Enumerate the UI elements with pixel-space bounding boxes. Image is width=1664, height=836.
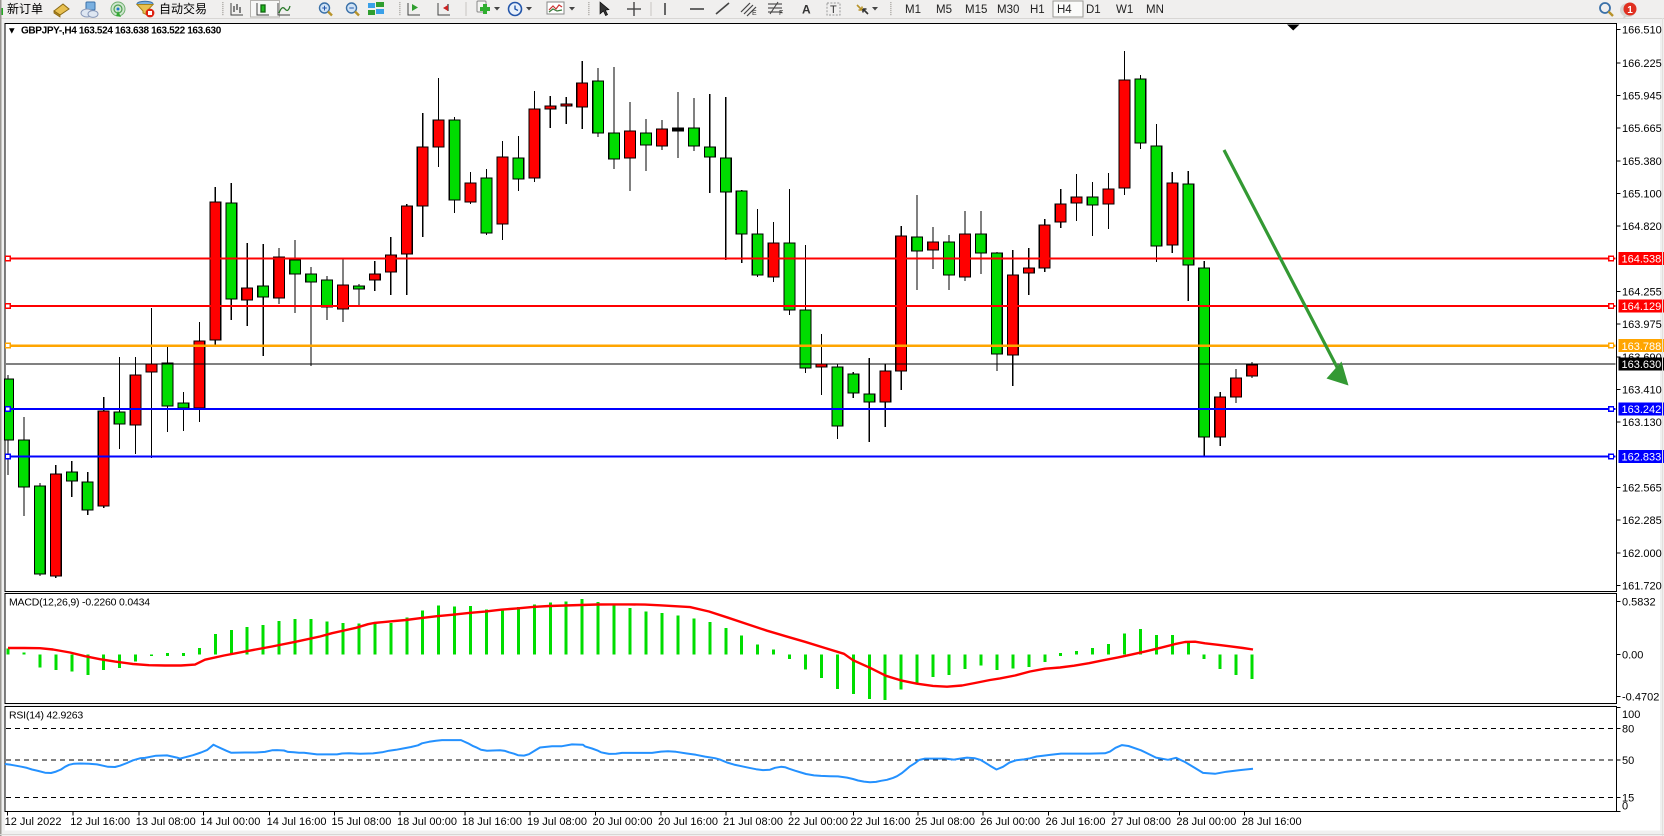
svg-text:162.833: 162.833	[1622, 452, 1662, 464]
svg-text:19 Jul 08:00: 19 Jul 08:00	[527, 816, 587, 828]
svg-text:26 Jul 00:00: 26 Jul 00:00	[980, 816, 1040, 828]
svg-text:50: 50	[1622, 755, 1634, 767]
svg-text:166.510: 166.510	[1622, 25, 1662, 37]
svg-text:12 Jul 16:00: 12 Jul 16:00	[70, 816, 130, 828]
svg-text:164.820: 164.820	[1622, 221, 1662, 233]
svg-text:163.630: 163.630	[1622, 359, 1662, 371]
svg-text:164.538: 164.538	[1622, 254, 1662, 266]
svg-text:18 Jul 16:00: 18 Jul 16:00	[462, 816, 522, 828]
svg-text:W1: W1	[1116, 4, 1133, 16]
svg-text:15: 15	[1622, 792, 1634, 804]
svg-text:GBPJPY-,H4 163.524 163.638 16: GBPJPY-,H4 163.524 163.638 163.522 163.6…	[21, 26, 222, 37]
svg-text:MACD(12,26,9) -0.2260 0.0434: MACD(12,26,9) -0.2260 0.0434	[9, 597, 150, 609]
svg-text:80: 80	[1622, 724, 1634, 736]
svg-text:-0.4702: -0.4702	[1622, 692, 1659, 704]
svg-text:163.242: 163.242	[1622, 404, 1662, 416]
svg-text:20 Jul 00:00: 20 Jul 00:00	[593, 816, 653, 828]
svg-text:H4: H4	[1057, 4, 1072, 16]
svg-text:164.255: 164.255	[1622, 286, 1662, 298]
svg-text:A: A	[802, 3, 811, 17]
svg-text:15 Jul 08:00: 15 Jul 08:00	[331, 816, 391, 828]
svg-text:163.975: 163.975	[1622, 319, 1662, 331]
svg-text:H1: H1	[1030, 4, 1045, 16]
svg-text:新订单: 新订单	[7, 1, 43, 16]
svg-text:0.00: 0.00	[1622, 650, 1643, 662]
svg-text:M5: M5	[936, 4, 952, 16]
svg-text:162.000: 162.000	[1622, 548, 1662, 560]
svg-text:26 Jul 16:00: 26 Jul 16:00	[1046, 816, 1106, 828]
svg-text:14 Jul 16:00: 14 Jul 16:00	[267, 816, 327, 828]
svg-text:165.665: 165.665	[1622, 123, 1662, 135]
svg-text:1: 1	[1627, 5, 1633, 16]
svg-text:22 Jul 16:00: 22 Jul 16:00	[850, 816, 910, 828]
svg-text:165.380: 165.380	[1622, 156, 1662, 168]
svg-text:18 Jul 00:00: 18 Jul 00:00	[397, 816, 457, 828]
svg-text:12 Jul 2022: 12 Jul 2022	[5, 816, 62, 828]
svg-text:28 Jul 00:00: 28 Jul 00:00	[1176, 816, 1236, 828]
svg-text:163.410: 163.410	[1622, 384, 1662, 396]
svg-text:22 Jul 00:00: 22 Jul 00:00	[788, 816, 848, 828]
svg-text:13 Jul 08:00: 13 Jul 08:00	[136, 816, 196, 828]
svg-text:M15: M15	[965, 4, 987, 16]
svg-text:162.285: 162.285	[1622, 515, 1662, 527]
svg-text:RSI(14) 42.9263: RSI(14) 42.9263	[9, 710, 83, 722]
svg-text:165.100: 165.100	[1622, 188, 1662, 200]
svg-text:165.945: 165.945	[1622, 90, 1662, 102]
svg-text:0: 0	[1622, 801, 1628, 813]
svg-text:27 Jul 08:00: 27 Jul 08:00	[1111, 816, 1171, 828]
svg-text:100: 100	[1622, 709, 1640, 721]
svg-text:F: F	[779, 10, 783, 17]
svg-text:25 Jul 08:00: 25 Jul 08:00	[915, 816, 975, 828]
svg-text:D1: D1	[1086, 4, 1101, 16]
svg-text:163.130: 163.130	[1622, 417, 1662, 429]
svg-text:0.5832: 0.5832	[1622, 597, 1656, 609]
svg-text:T: T	[830, 4, 837, 16]
svg-text:164.129: 164.129	[1622, 301, 1662, 313]
svg-text:14 Jul 00:00: 14 Jul 00:00	[200, 816, 260, 828]
svg-text:M1: M1	[905, 4, 921, 16]
svg-text:162.565: 162.565	[1622, 482, 1662, 494]
svg-text:+: +	[322, 3, 327, 13]
svg-text:MN: MN	[1146, 4, 1164, 16]
svg-text:166.225: 166.225	[1622, 58, 1662, 70]
svg-text:M30: M30	[997, 4, 1019, 16]
svg-text:E: E	[752, 10, 757, 17]
svg-text:自动交易: 自动交易	[159, 1, 207, 16]
svg-text:161.720: 161.720	[1622, 581, 1662, 593]
svg-text:21 Jul 08:00: 21 Jul 08:00	[723, 816, 783, 828]
svg-text:20 Jul 16:00: 20 Jul 16:00	[658, 816, 718, 828]
svg-text:28 Jul 16:00: 28 Jul 16:00	[1242, 816, 1302, 828]
svg-text:−: −	[349, 3, 354, 13]
svg-text:163.788: 163.788	[1622, 341, 1662, 353]
